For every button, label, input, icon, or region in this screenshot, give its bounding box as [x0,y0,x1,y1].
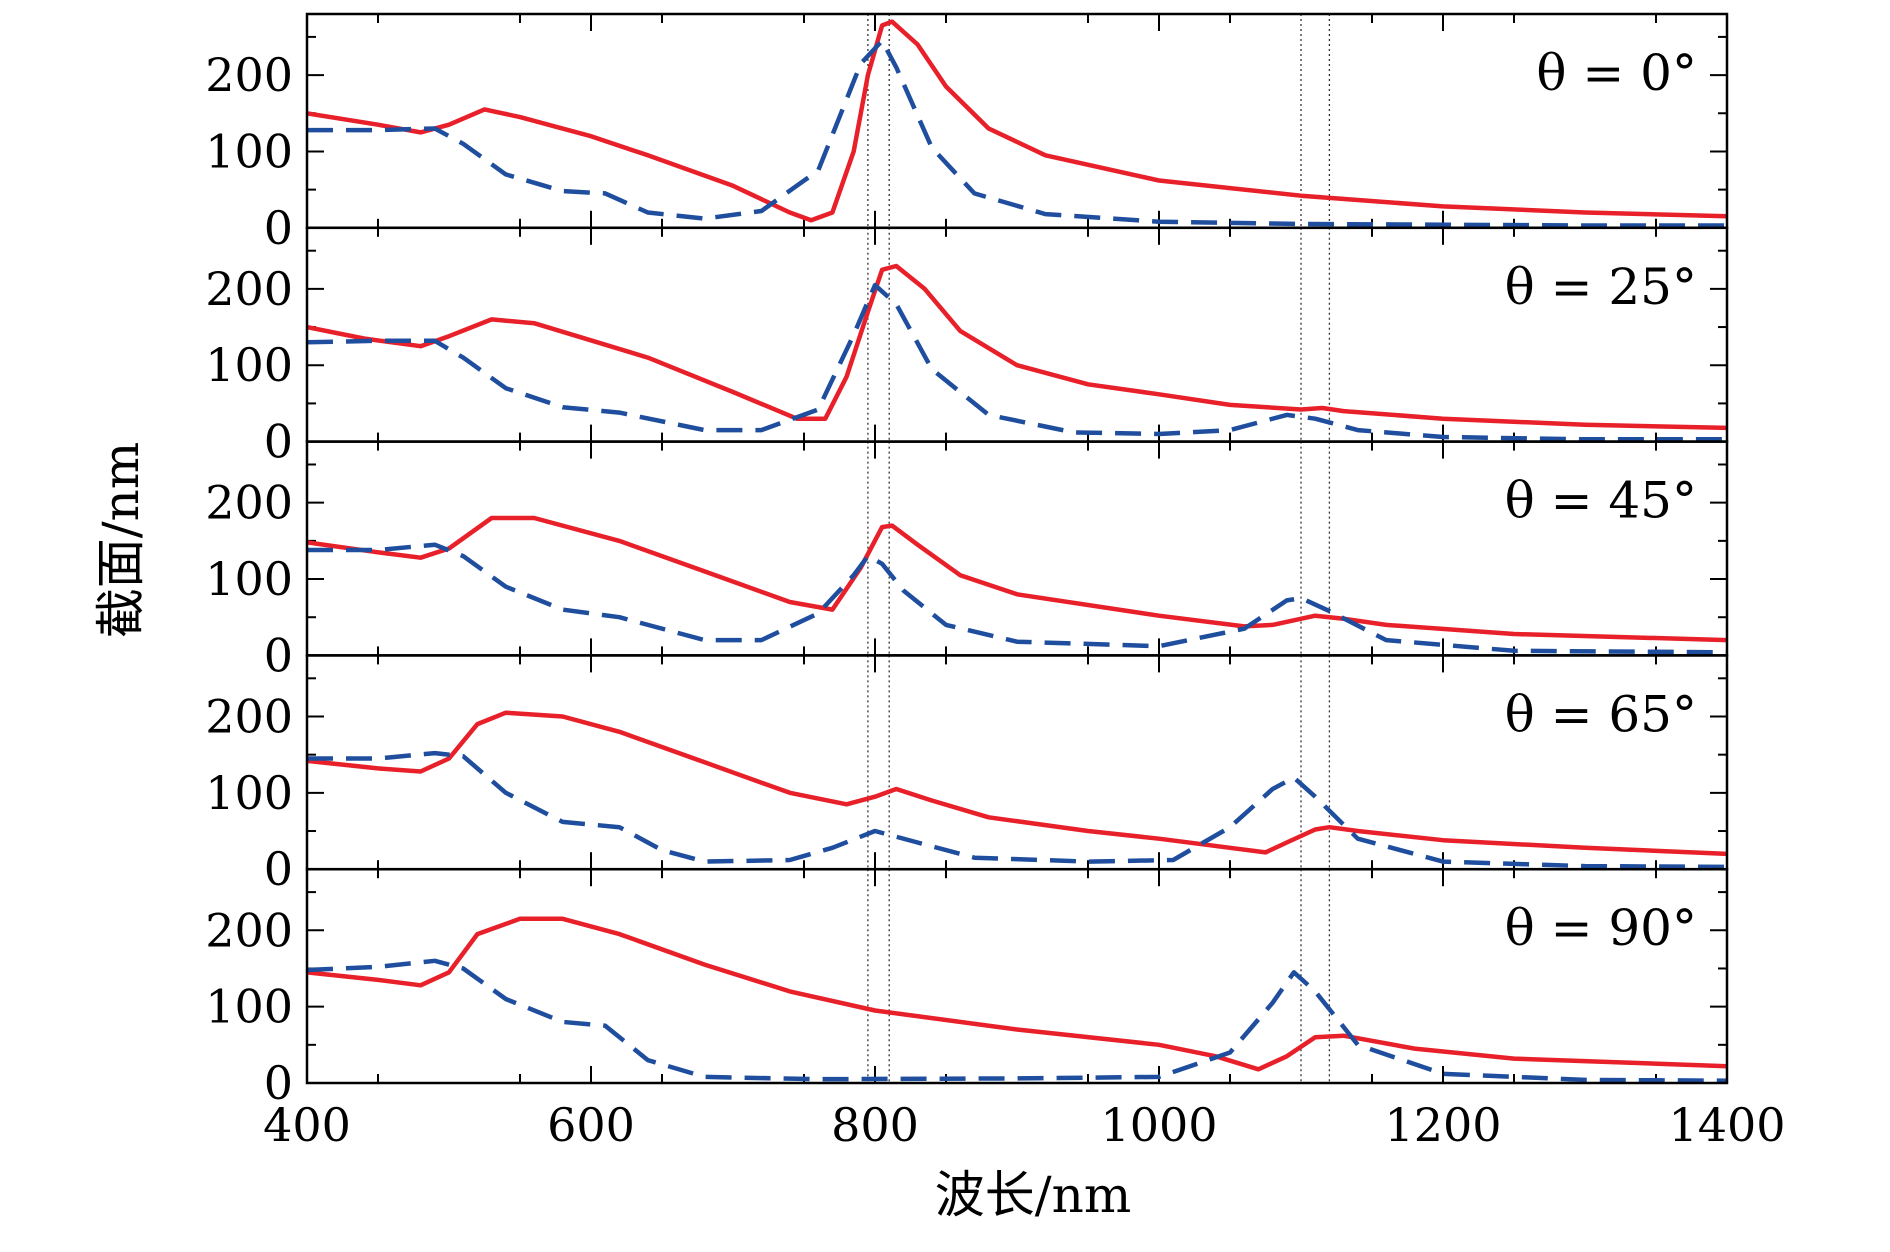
panel-label: θ = 65° [1505,685,1697,743]
x-tick-label: 800 [831,1098,919,1152]
panel-label: θ = 25° [1505,258,1697,316]
series-line-dashed [307,282,1727,442]
x-tick-label: 1000 [1100,1098,1217,1152]
y-tick-label: 200 [205,689,293,743]
panel-label: θ = 45° [1505,472,1697,530]
series-line-solid [307,19,1727,223]
x-axis-title: 波长/nm [935,1166,1131,1224]
x-tick-label: 400 [263,1098,351,1152]
panel-4: 0 100 200 θ = 90° [205,867,1729,1110]
panel-2: 0 100 200 θ = 45° [205,440,1729,682]
y-tick-label: 100 [205,124,293,178]
y-tick-label: 0 [264,415,293,469]
panel-frame [305,12,1729,230]
panel-label: θ = 90° [1505,899,1697,957]
y-tick-label: 100 [205,766,293,820]
y-axis-title: 截面/nm [92,442,150,638]
panel-label: θ = 0° [1536,44,1697,102]
panel-frame [305,867,1729,1085]
x-tick-label: 1200 [1384,1098,1501,1152]
series-line-solid [307,916,1727,1072]
y-tick-label: 200 [205,903,293,957]
y-tick-label: 0 [264,628,293,682]
y-tick-label: 0 [264,201,293,255]
x-tick-label: 1400 [1668,1098,1785,1152]
y-tick-label: 0 [264,1056,293,1110]
series-line-dashed [307,38,1727,228]
x-axis: 400 600 800 1000 1200 1400 [263,1098,1785,1152]
x-tick-label: 600 [547,1098,635,1152]
series-line-dashed [307,542,1727,655]
panel-0: 0 100 200 θ = 0° [205,12,1729,255]
y-tick-label: 100 [205,338,293,392]
series-line-dashed [307,750,1727,870]
panels-layer: 0 100 200 θ = 0° 0 100 200 θ = 25° 0 100 200 θ = 45… [205,12,1729,1110]
y-tick-label: 200 [205,262,293,316]
y-tick-label: 0 [264,842,293,896]
y-tick-label: 100 [205,552,293,606]
series-line-solid [307,515,1727,643]
y-tick-label: 100 [205,980,293,1034]
panel-3: 0 100 200 θ = 65° [205,654,1729,896]
series-line-dashed [307,958,1727,1083]
panel-1: 0 100 200 θ = 25° [205,226,1729,469]
y-tick-label: 200 [205,48,293,102]
series-line-solid [307,710,1727,857]
series-line-solid [307,263,1727,431]
y-tick-label: 200 [205,476,293,530]
